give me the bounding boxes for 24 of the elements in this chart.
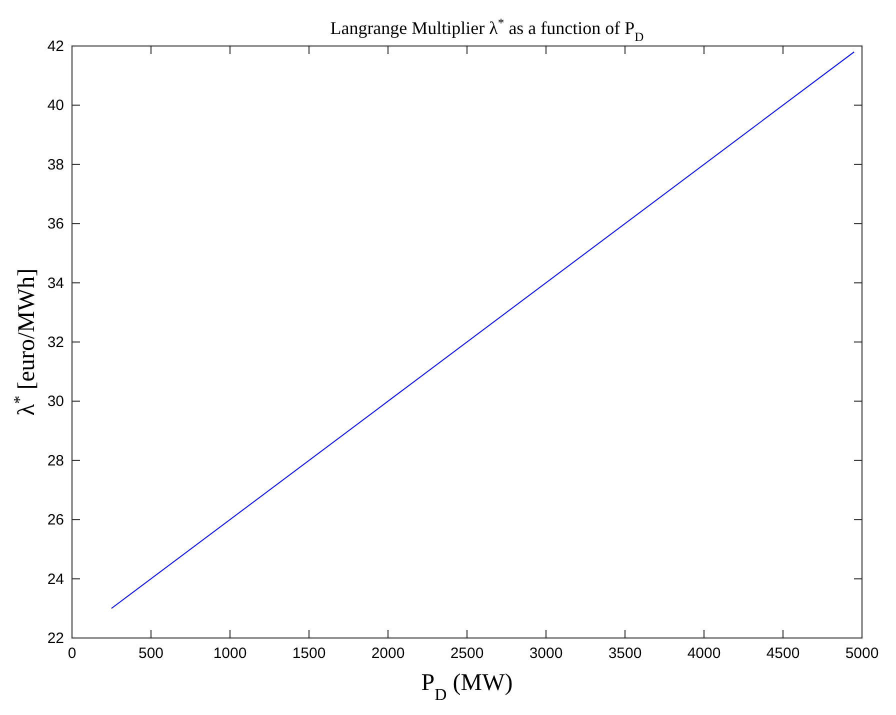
x-tick-label: 500 — [138, 645, 164, 662]
x-axis-title: P$_{D}$ (MW) — [421, 670, 513, 704]
y-tick-label: 22 — [47, 630, 64, 647]
x-tick-label: 2500 — [450, 645, 484, 662]
y-tick-label: 24 — [47, 570, 64, 588]
y-tick-label: 36 — [47, 216, 64, 233]
x-tick-label: 0 — [68, 645, 76, 662]
x-tick-label: 3500 — [608, 645, 642, 662]
y-tick-label: 26 — [47, 512, 64, 529]
x-tick-label: 2000 — [371, 645, 405, 662]
x-tick-label: 1500 — [292, 645, 326, 662]
y-tick-label: 28 — [47, 452, 64, 470]
y-tick-label: 38 — [47, 156, 64, 174]
y-tick-label: 34 — [47, 274, 64, 292]
x-tick-label: 4000 — [687, 645, 721, 662]
y-tick-label: 40 — [47, 97, 64, 114]
x-tick-label: 5000 — [845, 645, 879, 662]
y-tick-label: 32 — [47, 334, 64, 351]
chart-title: Langrange Multiplier λ$^{*}$ as a function of P$_{D}$ — [330, 16, 644, 44]
x-tick-label: 3000 — [529, 645, 563, 662]
x-tick-label: 1000 — [213, 645, 247, 662]
x-tick-label: 4500 — [766, 645, 800, 662]
y-tick-label: 42 — [47, 38, 64, 55]
y-tick-label: 30 — [47, 393, 64, 410]
